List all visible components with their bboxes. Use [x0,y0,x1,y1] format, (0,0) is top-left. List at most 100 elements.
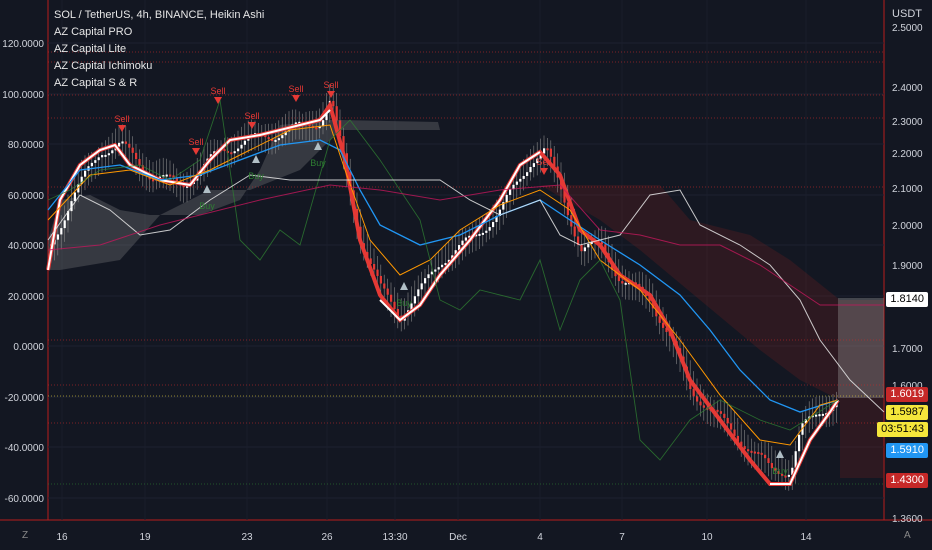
signal-markers: Sell Sell Sell Sell Sell Sell Sell Buy Buy Buy Buy… [114,80,788,476]
candle-body [502,202,505,210]
candle-body [315,127,318,130]
candle-body [138,159,141,166]
candle-body [733,429,736,436]
candle-body [77,184,80,193]
candle-body [63,220,66,229]
price-tag: 1.6019 [886,387,928,402]
candle-body [818,414,821,417]
candle-body [233,151,236,154]
time-axis-tick-label: 23 [241,532,253,543]
indicator-az-capital-ichimoku[interactable]: AZ Capital Ichimoku [54,60,153,72]
candle-body [495,215,498,223]
candle-body [162,175,165,178]
left-axis-tick-label: -60.0000 [5,494,45,505]
sell-signal-marker [214,97,222,104]
candle-body [719,411,722,414]
candle-body [750,450,753,453]
left-axis-tick-label: 20.0000 [8,292,45,303]
right-axis-tick-label: 2.2000 [892,149,923,160]
candle-body [624,282,627,285]
candle-body [284,131,287,136]
candle-body [267,137,270,140]
indicator-az-capital-sr[interactable]: AZ Capital S & R [54,77,138,89]
candle-body [505,194,508,203]
candle-body [318,126,321,129]
indicator-az-capital-lite[interactable]: AZ Capital Lite [54,43,127,55]
price-tag: 1.5987 [886,405,928,420]
candle-body [447,259,450,264]
chart-axes: 120.0000100.000080.000060.000040.000020.… [2,23,923,543]
sell-signal-label: Sell [210,86,225,96]
trend-line-white-mid [379,151,541,322]
conversion-line-pink [47,184,884,306]
trend-line-white-end [770,399,839,485]
candle-body [152,179,155,182]
candle-body [583,247,586,252]
buy-signal-label: Buy [248,171,264,181]
candle-body [281,135,284,139]
candle-body [519,178,522,182]
candle-body [424,278,427,284]
price-tag: 1.4300 [886,473,928,488]
candle-body [441,264,444,268]
candle-body [308,124,311,127]
candle-body [757,451,760,454]
candle-body [662,322,665,328]
candle-body [169,174,172,177]
candle-body [271,139,274,142]
candle-body [815,414,818,417]
candle-body [478,233,481,236]
right-axis-tick-label: 1.7000 [892,344,923,355]
zoom-toggle-icon[interactable]: Z [22,530,29,541]
candle-body [325,110,328,121]
candle-body [223,149,226,152]
candle-body [760,452,763,455]
candle-body [702,405,705,408]
auto-scale-toggle-icon[interactable]: A [904,530,911,541]
candle-body [791,467,794,475]
buy-signal-marker [400,282,408,290]
time-axis-tick-label: 7 [619,532,625,543]
time-axis-tick-label: 13:30 [382,532,407,543]
candle-body [118,142,121,147]
candle-body [322,120,325,127]
candle-body [335,106,338,121]
candle-body [373,264,376,270]
indicator-az-capital-pro[interactable]: AZ Capital PRO [54,26,133,38]
sell-signal-marker [292,95,300,102]
left-axis-tick-label: -20.0000 [5,393,45,404]
right-axis-tick-label: 1.3600 [892,514,923,525]
sell-signal-label: Sell [536,157,551,167]
candle-body [509,189,512,195]
candle-body [522,175,525,179]
candle-body [573,226,576,237]
currency-unit-label[interactable]: USDT [892,8,922,20]
price-tag: 1.8140 [886,292,928,307]
candle-body [172,175,175,178]
candle-body [376,269,379,276]
candle-body [94,160,97,163]
candle-body [753,451,756,454]
candle-body [767,458,770,464]
symbol-title[interactable]: SOL / TetherUS, 4h, BINANCE, Heikin Ashi [54,9,265,21]
candle-body [111,150,114,154]
candle-body [390,294,393,302]
candle-body [553,156,556,167]
lagging-span-green [47,99,839,461]
candle-body [617,276,620,282]
candle-body [743,446,746,450]
time-axis-tick-label: 19 [139,532,151,543]
candle-body [655,308,658,317]
candle-body [104,154,107,157]
candle-body [492,222,495,228]
candle-body [498,209,501,216]
candle-body [121,141,124,144]
candle-body [563,189,566,203]
candle-body [60,228,63,235]
left-axis-tick-label: 100.0000 [2,90,44,101]
candle-body [90,162,93,167]
candle-body [621,281,624,284]
